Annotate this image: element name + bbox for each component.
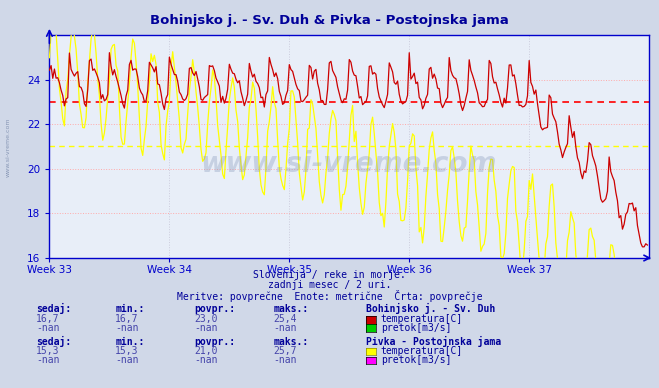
Text: Meritve: povprečne  Enote: metrične  Črta: povprečje: Meritve: povprečne Enote: metrične Črta:… (177, 290, 482, 302)
Text: temperatura[C]: temperatura[C] (381, 314, 463, 324)
Text: Bohinjsko j. - Sv. Duh & Pivka - Postojnska jama: Bohinjsko j. - Sv. Duh & Pivka - Postojn… (150, 14, 509, 27)
Text: 16,7: 16,7 (36, 314, 60, 324)
Text: 15,3: 15,3 (36, 346, 60, 356)
Text: sedaj:: sedaj: (36, 336, 71, 346)
Text: 25,7: 25,7 (273, 346, 297, 356)
Text: www.si-vreme.com: www.si-vreme.com (201, 150, 498, 178)
Text: www.si-vreme.com: www.si-vreme.com (6, 118, 11, 177)
Text: 25,4: 25,4 (273, 314, 297, 324)
Text: 15,3: 15,3 (115, 346, 139, 356)
Text: -nan: -nan (36, 355, 60, 365)
Text: pretok[m3/s]: pretok[m3/s] (381, 355, 451, 365)
Text: povpr.:: povpr.: (194, 336, 235, 346)
Text: maks.:: maks.: (273, 336, 308, 346)
Text: -nan: -nan (273, 355, 297, 365)
Text: -nan: -nan (115, 322, 139, 333)
Text: povpr.:: povpr.: (194, 304, 235, 314)
Text: Slovenija / reke in morje.: Slovenija / reke in morje. (253, 270, 406, 280)
Text: Pivka - Postojnska jama: Pivka - Postojnska jama (366, 336, 501, 346)
Text: -nan: -nan (273, 322, 297, 333)
Text: temperatura[C]: temperatura[C] (381, 346, 463, 356)
Text: min.:: min.: (115, 304, 145, 314)
Text: 21,0: 21,0 (194, 346, 218, 356)
Text: -nan: -nan (115, 355, 139, 365)
Text: 16,7: 16,7 (115, 314, 139, 324)
Text: min.:: min.: (115, 336, 145, 346)
Text: 23,0: 23,0 (194, 314, 218, 324)
Text: -nan: -nan (36, 322, 60, 333)
Text: -nan: -nan (194, 355, 218, 365)
Text: maks.:: maks.: (273, 304, 308, 314)
Text: sedaj:: sedaj: (36, 303, 71, 314)
Text: -nan: -nan (194, 322, 218, 333)
Text: zadnji mesec / 2 uri.: zadnji mesec / 2 uri. (268, 280, 391, 290)
Text: Bohinjsko j. - Sv. Duh: Bohinjsko j. - Sv. Duh (366, 303, 495, 314)
Text: pretok[m3/s]: pretok[m3/s] (381, 322, 451, 333)
